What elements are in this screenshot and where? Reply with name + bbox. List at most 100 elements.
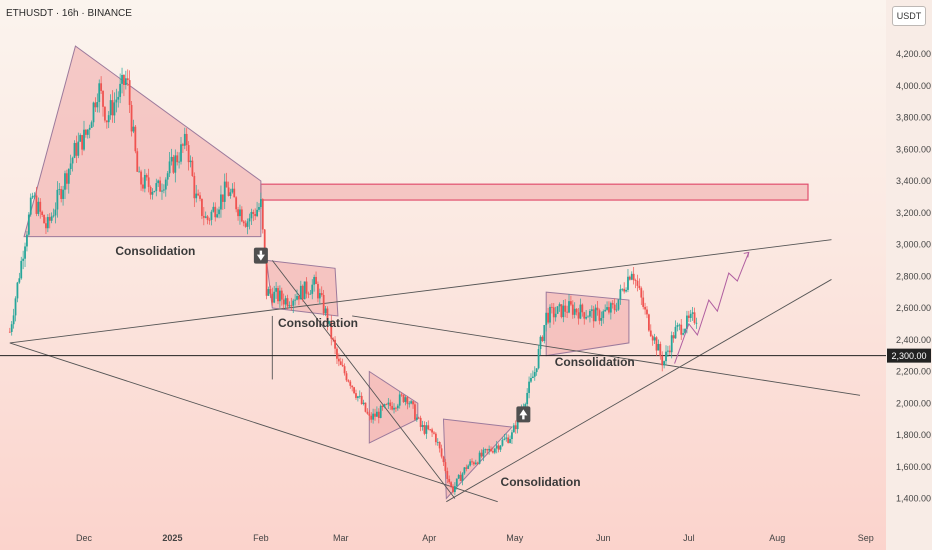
x-tick-label: Aug (769, 533, 785, 543)
candle-body (349, 381, 352, 386)
breakout-marker-glyph (519, 409, 528, 416)
candle-body (92, 102, 95, 123)
candle-body (396, 405, 399, 409)
candle-body (651, 336, 654, 341)
candle-body (642, 297, 645, 307)
y-tick-label: 1,400.00 (896, 494, 931, 504)
candle-body (138, 171, 141, 173)
candle-body (634, 280, 637, 281)
candle-body (619, 289, 622, 300)
candle-body (208, 219, 211, 221)
candle-body (526, 392, 529, 405)
candle-body (379, 405, 382, 418)
candle-body (427, 425, 430, 430)
candle-body (128, 80, 131, 105)
x-tick-label: Jul (683, 533, 695, 543)
candle-body (661, 355, 664, 366)
candle-body (484, 449, 487, 450)
candle-body (570, 301, 572, 305)
candle-body (90, 122, 93, 128)
candle-body (623, 288, 626, 292)
candle-body (119, 83, 122, 97)
candle-body (12, 315, 15, 325)
candle-body (638, 285, 641, 289)
candle-body (202, 215, 205, 218)
candle-body (320, 293, 323, 295)
candle-body (113, 102, 116, 116)
candle-body (172, 156, 175, 173)
price-axis[interactable] (886, 0, 932, 550)
candle-body (96, 102, 99, 108)
candle-body (421, 425, 424, 427)
candle-body (389, 402, 392, 407)
candle-body (535, 368, 538, 373)
candle-body (417, 417, 420, 419)
candle-body (149, 186, 152, 195)
candle-body (537, 349, 540, 369)
candle-body (583, 312, 586, 319)
candle-body (189, 160, 192, 163)
candle-body (313, 276, 316, 285)
candle-body (609, 303, 612, 313)
candle-body (410, 401, 413, 404)
candle-body (231, 188, 234, 193)
candle-body (86, 129, 89, 135)
candle-body (39, 201, 42, 212)
candle-body (581, 304, 584, 313)
candle-body (625, 289, 627, 292)
price-tag (887, 348, 931, 363)
candle-body (332, 338, 335, 340)
candle-body (326, 308, 329, 324)
candle-body (492, 451, 494, 453)
candle-body (693, 312, 696, 323)
candle-body (220, 194, 222, 210)
candle-body (550, 306, 553, 308)
candle-body (575, 308, 578, 313)
consolidation-label: Consolidation (278, 316, 358, 330)
candle-body (35, 195, 38, 214)
candle-body (212, 206, 215, 212)
candle-body (364, 402, 367, 412)
candle-body (273, 291, 276, 303)
candle-body (277, 288, 279, 302)
x-tick-label: May (506, 533, 524, 543)
unit-button[interactable]: USDT (892, 6, 926, 26)
x-tick-label: Dec (76, 533, 93, 543)
candle-body (41, 211, 44, 215)
candle-body (621, 288, 624, 290)
candle-body (102, 90, 104, 107)
candle-body (145, 174, 148, 178)
candle-body (530, 377, 532, 382)
consolidation-pattern (23, 45, 262, 238)
candle-body (221, 194, 224, 202)
candle-body (653, 337, 656, 341)
candle-body (541, 336, 544, 342)
candle-body (646, 309, 648, 315)
symbol-label: ETHUSDT · 16h · BINANCE (6, 8, 132, 19)
candle-body (490, 448, 492, 452)
candle-body (64, 173, 66, 190)
candle-body (372, 413, 375, 420)
consolidation-label: Consolidation (501, 475, 581, 489)
candle-body (524, 404, 527, 408)
candle-body (436, 441, 439, 443)
candle-body (162, 189, 165, 191)
candle-body (269, 289, 272, 294)
candle-body (121, 74, 123, 84)
candle-body (105, 120, 108, 123)
candle-body (37, 201, 40, 214)
candle-body (482, 449, 485, 457)
candle-body (33, 195, 36, 197)
candle-body (647, 314, 650, 331)
candle-body (324, 308, 327, 314)
candle-body (547, 312, 549, 323)
candle-body (191, 160, 194, 176)
candle-body (185, 133, 188, 146)
y-tick-label: 2,600.00 (896, 303, 931, 313)
candle-body (123, 74, 125, 85)
candle-body (630, 273, 633, 280)
y-tick-label: 3,800.00 (896, 113, 931, 123)
candle-body (674, 326, 677, 339)
candle-body (691, 312, 694, 314)
